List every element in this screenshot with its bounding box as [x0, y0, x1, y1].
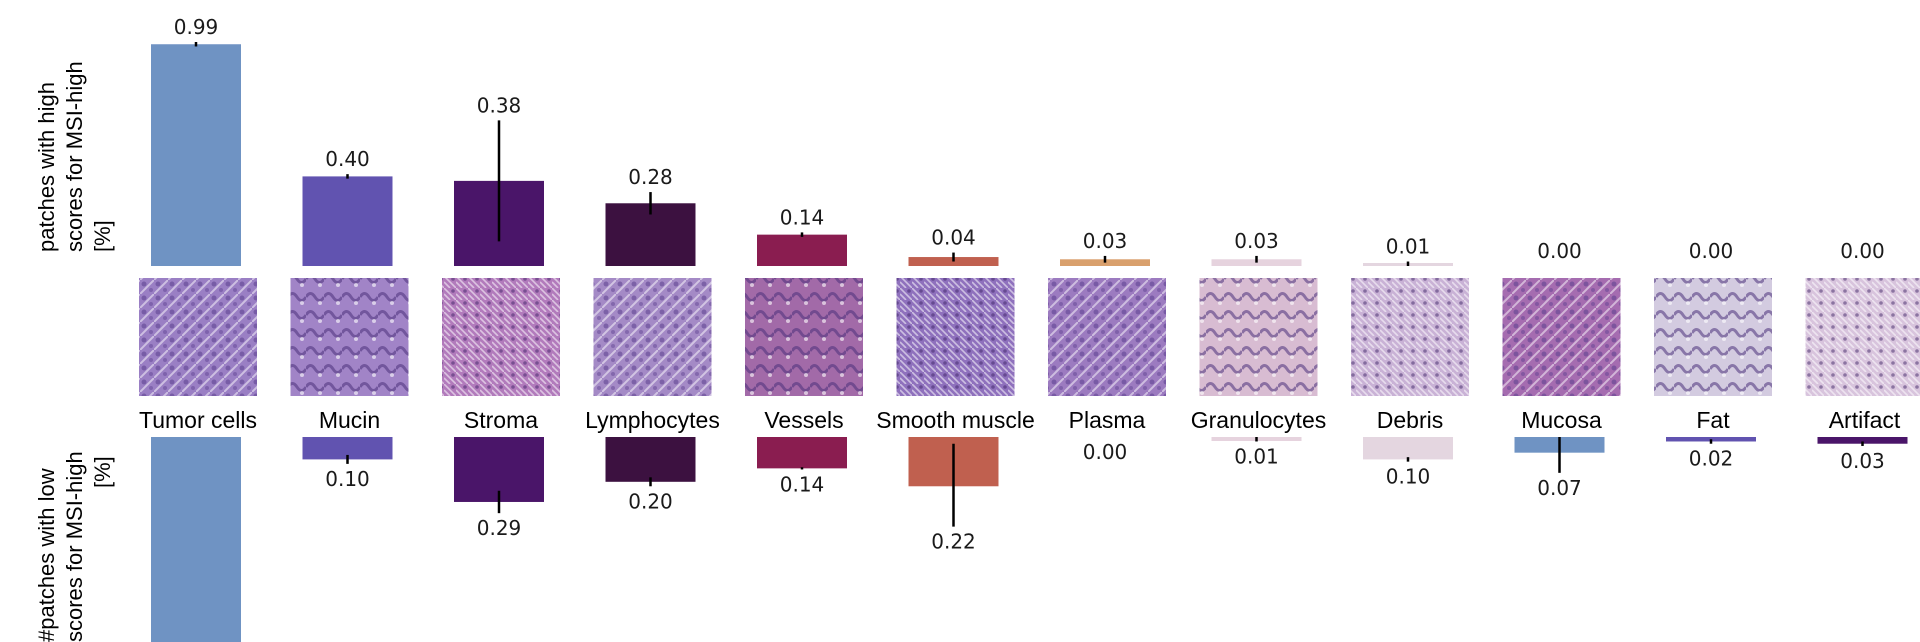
- value-label-top-vessels: 0.14: [780, 205, 825, 229]
- thumbnail-texture-fat-tissue: [1654, 278, 1772, 396]
- thumbnail-texture-debris-tissue: [1351, 278, 1469, 396]
- value-label-top-lymphocytes: 0.28: [628, 165, 673, 189]
- bar-bottom-debris: [1363, 437, 1453, 460]
- value-label-bottom-debris: 0.10: [1386, 465, 1431, 489]
- ylabel-bottom-line-2: scores for MSI-high: [62, 451, 87, 642]
- bar-top-tumor-cells: [151, 44, 241, 266]
- value-label-bottom-mucosa: 0.07: [1537, 476, 1582, 500]
- bar-bottom-lymphocytes: [605, 437, 696, 482]
- category-label-vessels: Vessels: [764, 407, 843, 433]
- ylabel-bottom-line-3: [%]: [90, 456, 115, 488]
- category-label-mucin: Mucin: [319, 407, 380, 433]
- thumbnail-texture-smooth-muscle-tissue: [896, 278, 1015, 396]
- category-label-smooth-muscle: Smooth muscle: [876, 407, 1035, 433]
- thumbnail-texture-vessels-tissue: [745, 278, 863, 396]
- value-label-bottom-lymphocytes: 0.20: [628, 489, 673, 513]
- category-label-plasma: Plasma: [1069, 407, 1146, 433]
- value-label-bottom-mucin: 0.10: [325, 467, 370, 491]
- thumbnail-texture-artifact-tissue: [1805, 278, 1920, 396]
- thumbnail-texture-tumor-cells-tissue: [139, 278, 257, 396]
- value-label-top-debris: 0.01: [1386, 235, 1431, 259]
- value-label-top-granulocytes: 0.03: [1234, 229, 1279, 253]
- value-label-bottom-plasma: 0.00: [1083, 440, 1128, 464]
- value-label-top-mucin: 0.40: [325, 147, 370, 171]
- category-label-artifact: Artifact: [1829, 407, 1901, 433]
- value-label-top-fat: 0.00: [1689, 239, 1734, 263]
- bar-bottom-artifact: [1817, 437, 1908, 444]
- category-label-debris: Debris: [1377, 407, 1443, 433]
- category-label-stroma: Stroma: [464, 407, 538, 433]
- bar-bottom-vessels: [757, 437, 847, 469]
- y-axis-labels: patches with high scores for MSI-high [%…: [34, 61, 115, 642]
- value-label-top-plasma: 0.03: [1083, 229, 1128, 253]
- value-label-bottom-stroma: 0.29: [477, 516, 522, 540]
- ylabel-top-line-2: scores for MSI-high: [62, 61, 87, 252]
- thumbnail-texture-lymphocytes-tissue: [593, 278, 712, 396]
- value-label-top-stroma: 0.38: [477, 93, 522, 117]
- thumbnail-texture-granulocytes-tissue: [1199, 278, 1318, 396]
- ylabel-top-line-3: [%]: [90, 220, 115, 252]
- value-label-bottom-artifact: 0.03: [1840, 449, 1885, 473]
- thumbnail-texture-mucosa-tissue: [1502, 278, 1621, 396]
- category-label-tumor-cells: Tumor cells: [139, 407, 257, 433]
- category-label-fat: Fat: [1696, 407, 1730, 433]
- bar-bottom-tumor-cells: [151, 437, 241, 642]
- category-label-lymphocytes: Lymphocytes: [585, 407, 720, 433]
- value-label-bottom-vessels: 0.14: [780, 472, 825, 496]
- value-label-top-tumor-cells: 0.99: [174, 15, 219, 39]
- bar-top-smooth-muscle: [908, 257, 999, 266]
- value-label-bottom-granulocytes: 0.01: [1234, 444, 1279, 468]
- value-label-bottom-fat: 0.02: [1689, 447, 1734, 471]
- ylabel-bottom-line-1: #patches with low: [34, 468, 59, 642]
- bar-top-vessels: [757, 234, 847, 266]
- value-label-top-artifact: 0.00: [1840, 239, 1885, 263]
- thumbnail-texture-mucin-tissue: [290, 278, 409, 396]
- thumbnail-texture-plasma-tissue: [1048, 278, 1166, 396]
- category-label-granulocytes: Granulocytes: [1191, 407, 1327, 433]
- bar-bottom-mucin: [302, 437, 393, 460]
- value-label-top-mucosa: 0.00: [1537, 239, 1582, 263]
- category-label-mucosa: Mucosa: [1521, 407, 1602, 433]
- thumbnail-texture-stroma-tissue: [442, 278, 560, 396]
- value-label-bottom-smooth-muscle: 0.22: [931, 530, 976, 554]
- value-label-top-smooth-muscle: 0.04: [931, 226, 976, 250]
- bar-top-mucin: [302, 176, 393, 266]
- ylabel-top-line-1: patches with high: [34, 82, 59, 252]
